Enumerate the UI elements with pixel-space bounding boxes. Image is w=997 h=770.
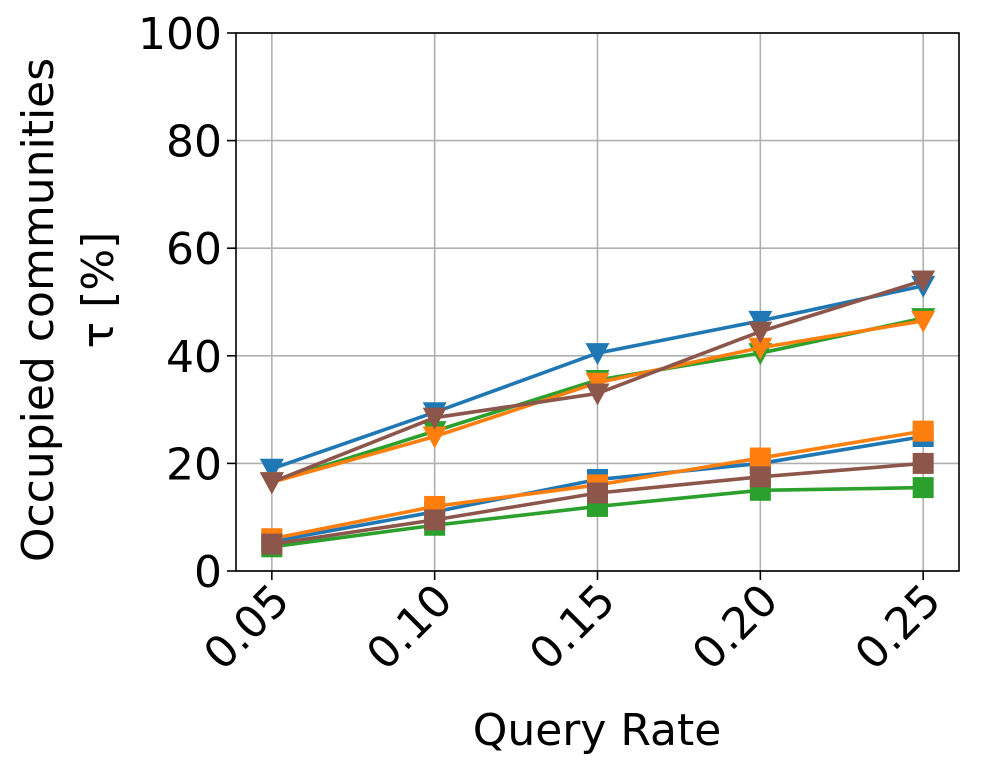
x-axis-title: Query Rate	[473, 705, 722, 756]
x-tick-label: 0.20	[683, 575, 788, 680]
data-point-triangle	[748, 337, 773, 360]
y-tick-label: 20	[166, 439, 222, 490]
y-axis-ticks: 0 20 40 60 80 100	[138, 9, 236, 598]
data-point-triangle	[748, 321, 773, 344]
x-tick-label: 0.10	[357, 575, 462, 680]
data-point-square	[587, 482, 608, 504]
series-8	[259, 270, 936, 495]
y-axis-title-line2: τ [%]	[73, 232, 124, 349]
data-point-square	[261, 533, 283, 555]
data-point-triangle	[259, 472, 284, 495]
data-point-triangle	[422, 426, 447, 449]
data-point-square	[912, 477, 934, 499]
series-4	[261, 452, 934, 555]
data-point-square	[912, 452, 934, 474]
y-tick-label: 100	[138, 9, 222, 60]
data-point-triangle	[422, 407, 447, 430]
data-point-square	[749, 447, 771, 469]
data-point-triangle	[585, 343, 610, 366]
y-tick-label: 0	[194, 547, 222, 598]
x-tick-label: 0.15	[520, 575, 625, 680]
data-point-square	[749, 466, 771, 488]
data-point-triangle	[259, 458, 284, 481]
y-tick-label: 40	[166, 332, 222, 383]
y-tick-label: 80	[166, 117, 222, 168]
data-point-triangle	[911, 270, 936, 293]
series-group	[259, 270, 936, 558]
x-axis-ticks: 0.05 0.10 0.15 0.20 0.25	[194, 571, 951, 680]
y-axis-title: Occupied communities	[13, 58, 64, 562]
data-point-square	[424, 509, 446, 531]
data-point-triangle	[911, 310, 936, 333]
data-point-triangle	[585, 383, 610, 406]
y-tick-label: 60	[166, 224, 222, 275]
x-tick-label: 0.25	[846, 575, 951, 680]
data-point-square	[912, 420, 934, 442]
